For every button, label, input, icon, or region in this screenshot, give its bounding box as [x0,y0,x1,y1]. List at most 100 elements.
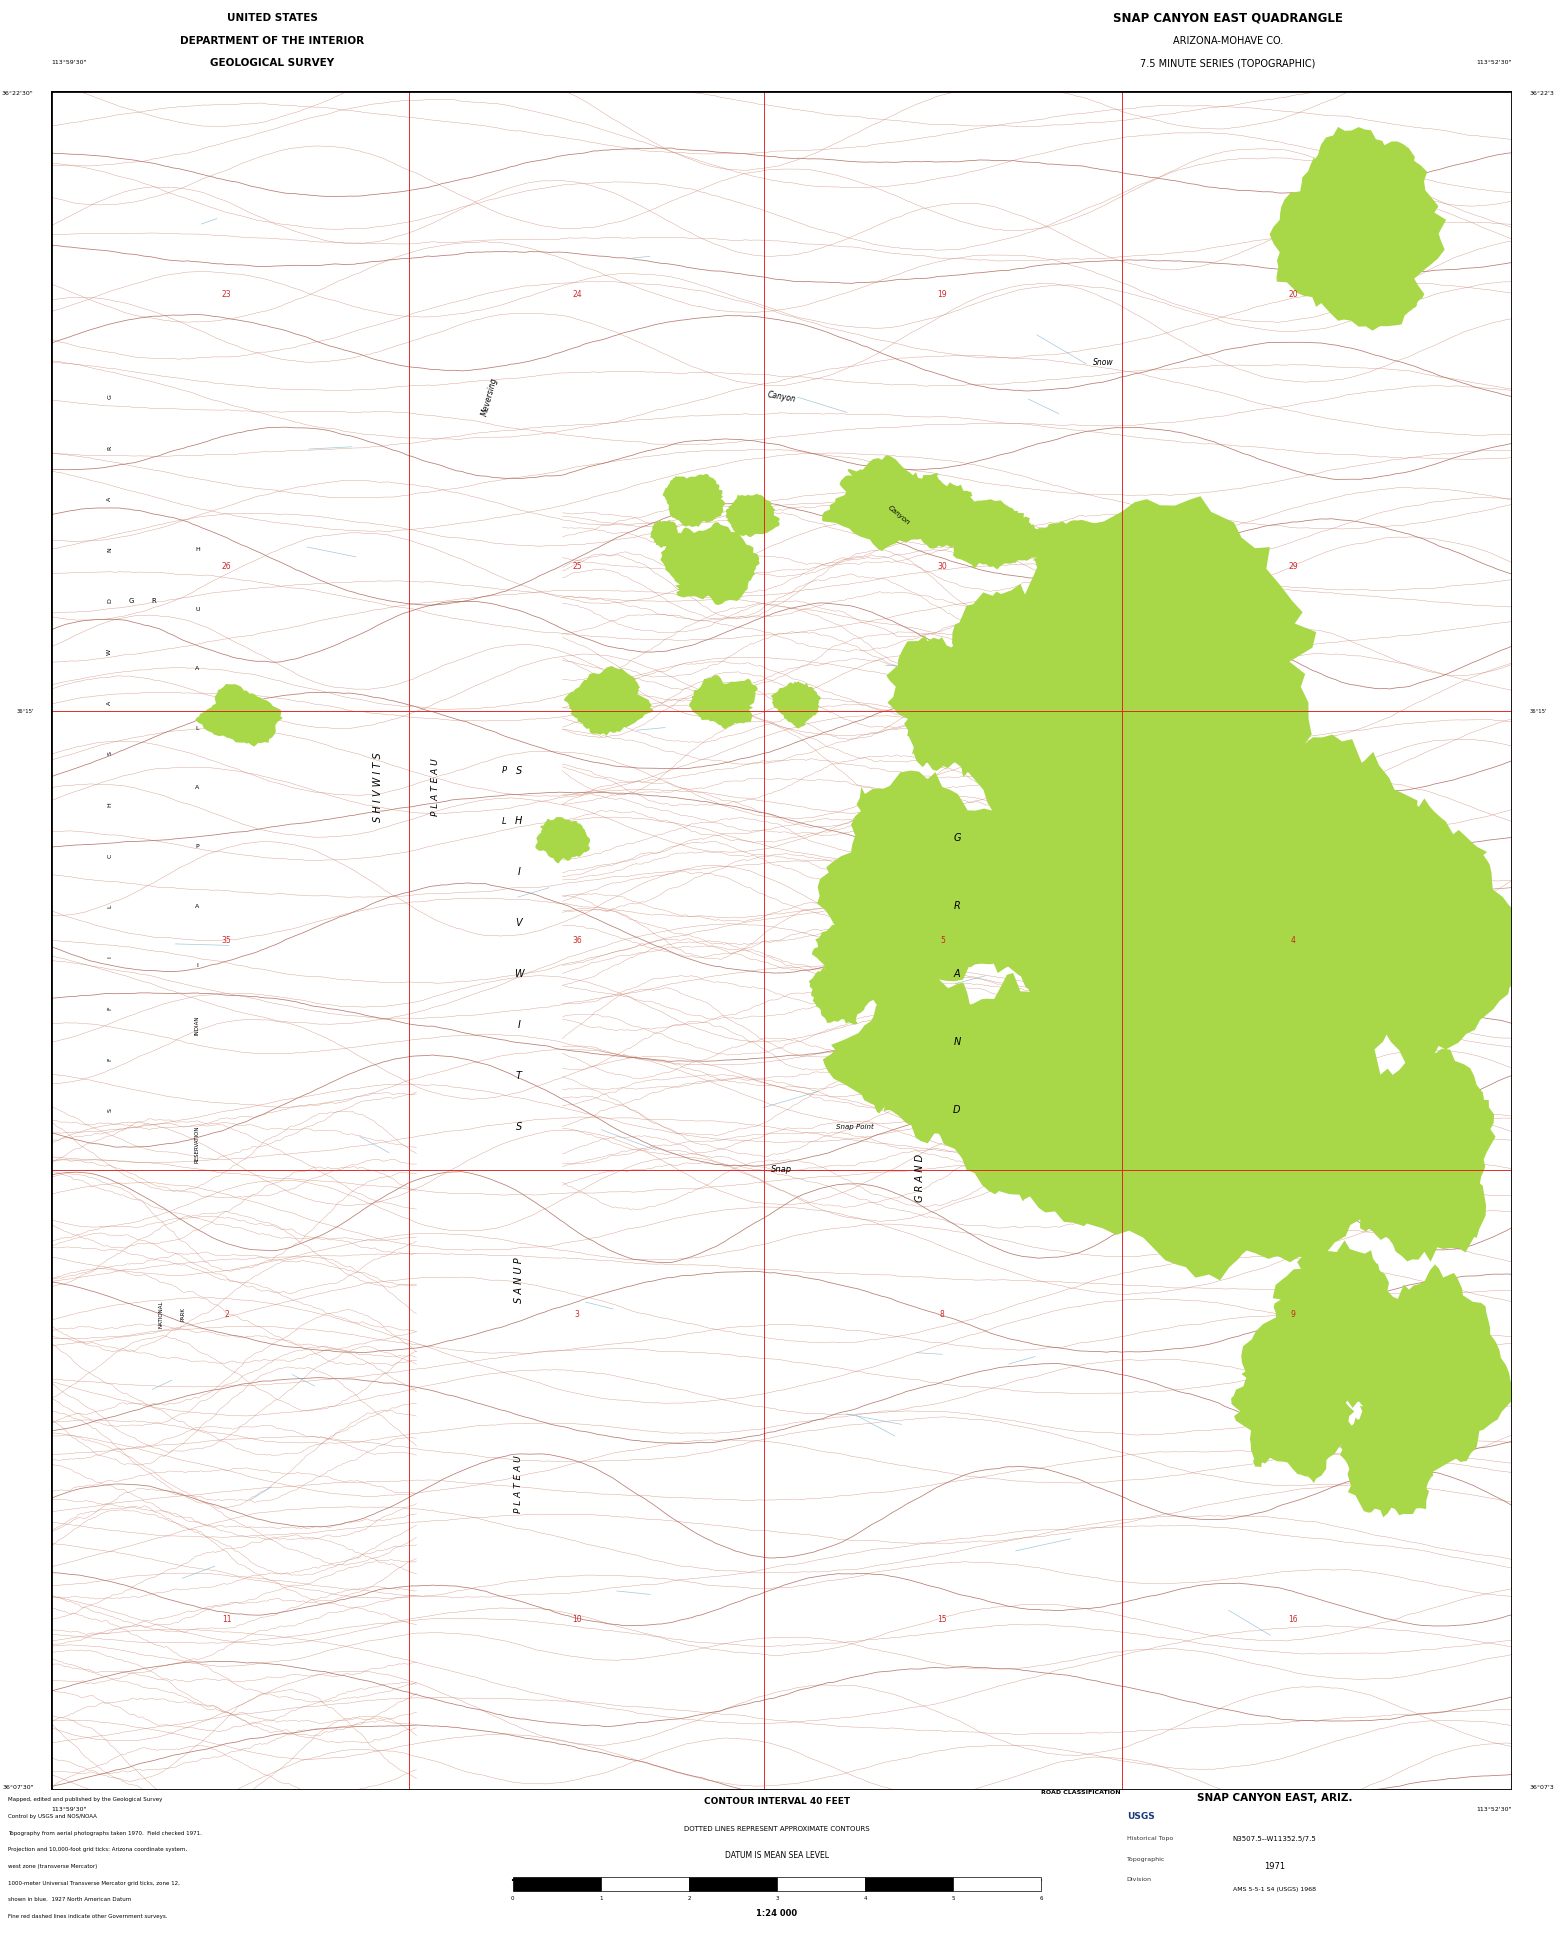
Bar [866,1877,953,1892]
Text: 36°15': 36°15' [1529,708,1548,714]
Text: W: W [107,648,112,654]
Text: west zone (transverse Mercator): west zone (transverse Mercator) [8,1863,96,1869]
Text: 8: 8 [940,1310,945,1318]
Text: 25: 25 [572,563,581,571]
Text: R: R [151,598,155,604]
Polygon shape [943,584,1138,788]
Text: T: T [516,1072,522,1082]
Text: Topography from aerial photographs taken 1970.  Field checked 1971.: Topography from aerial photographs taken… [8,1831,202,1836]
Text: A: A [196,666,199,671]
Text: Projection and 10,000-foot grid ticks: Arizona coordinate system,: Projection and 10,000-foot grid ticks: A… [8,1848,186,1852]
Text: L: L [107,906,112,908]
Text: 1: 1 [600,1896,603,1900]
Polygon shape [660,522,760,606]
Text: 26: 26 [222,563,232,571]
Polygon shape [688,675,758,729]
Bar [688,1877,777,1892]
Text: 36°07'30": 36°07'30" [1529,1784,1554,1790]
Text: RESERVATION: RESERVATION [194,1126,200,1163]
Text: S: S [516,1122,522,1132]
Text: P L A T E A U: P L A T E A U [430,759,440,817]
Polygon shape [726,493,780,538]
Text: 24: 24 [572,290,581,300]
Polygon shape [196,683,283,747]
Polygon shape [987,521,1043,563]
Text: A: A [196,786,199,789]
Polygon shape [1004,817,1226,1035]
Text: C: C [107,853,112,857]
Text: Topographic: Topographic [1127,1858,1166,1861]
Text: S A N U P: S A N U P [514,1258,524,1302]
Text: 5: 5 [940,937,945,944]
Polygon shape [650,521,679,548]
Text: 1000-meter Universal Transverse Mercator grid ticks, zone 12,: 1000-meter Universal Transverse Mercator… [8,1881,180,1885]
Text: 6: 6 [1040,1896,1043,1900]
Polygon shape [808,960,873,1024]
Polygon shape [1284,223,1355,296]
Text: 113°52'30": 113°52'30" [1476,60,1512,66]
Text: 7.5 MINUTE SERIES (TOPOGRAPHIC): 7.5 MINUTE SERIES (TOPOGRAPHIC) [1141,58,1315,68]
Bar [777,1877,866,1892]
Polygon shape [1027,521,1125,577]
Text: Snap: Snap [771,1165,793,1175]
Text: Canyon: Canyon [766,389,797,404]
Text: H: H [514,817,522,826]
Polygon shape [1089,538,1148,579]
Text: 113°59'30": 113°59'30" [51,60,87,66]
Text: 9: 9 [1290,1310,1296,1318]
Text: 20: 20 [1288,290,1298,300]
Text: Mapped, edited and published by the Geological Survey: Mapped, edited and published by the Geol… [8,1798,162,1801]
Text: D: D [953,1105,960,1115]
Text: Fine red dashed lines indicate other Government surveys.: Fine red dashed lines indicate other Gov… [8,1914,168,1920]
Polygon shape [1336,1264,1514,1465]
Text: 29: 29 [1288,563,1298,571]
Polygon shape [931,813,1096,973]
Polygon shape [535,817,591,863]
Text: 36°22'30": 36°22'30" [2,91,34,97]
Polygon shape [954,987,1204,1227]
Text: INDIAN: INDIAN [194,1016,200,1035]
Polygon shape [811,908,931,1014]
Polygon shape [1270,128,1447,331]
Text: S: S [516,766,522,776]
Polygon shape [1189,735,1450,1082]
Text: A: A [954,969,960,979]
Polygon shape [1242,1240,1436,1422]
Text: S H I V W I T S: S H I V W I T S [373,753,382,822]
Text: ROAD CLASSIFICATION: ROAD CLASSIFICATION [1041,1790,1120,1796]
Bar [953,1877,1041,1892]
Polygon shape [1175,1020,1422,1262]
Text: USGS: USGS [1127,1811,1155,1821]
Polygon shape [1335,797,1526,1070]
Polygon shape [898,482,993,550]
Text: 4: 4 [864,1896,867,1900]
Text: I: I [196,964,199,968]
Text: AMS 5-5-1 S4 (USGS) 1968: AMS 5-5-1 S4 (USGS) 1968 [1232,1887,1316,1892]
Text: A: A [196,904,199,909]
Text: 11: 11 [222,1616,232,1625]
Polygon shape [936,499,1037,569]
Text: 36°22'30": 36°22'30" [1529,91,1554,97]
Text: R: R [107,445,112,449]
Text: I: I [517,1020,521,1029]
Text: 4: 4 [1290,937,1296,944]
Text: I: I [517,867,521,877]
Text: 1971: 1971 [1263,1861,1285,1871]
Text: H: H [194,548,200,551]
Text: D: D [107,598,112,604]
Text: DOTTED LINES REPRESENT APPROXIMATE CONTOURS: DOTTED LINES REPRESENT APPROXIMATE CONTO… [684,1827,870,1832]
Text: G: G [107,395,112,399]
Polygon shape [1122,534,1198,592]
Text: V: V [516,919,522,929]
Text: U: U [196,606,199,611]
Polygon shape [1231,1347,1354,1482]
Text: N: N [953,1037,960,1047]
Polygon shape [1341,1049,1495,1262]
Text: 35: 35 [222,937,232,944]
Text: DATUM IS MEAN SEA LEVEL: DATUM IS MEAN SEA LEVEL [726,1850,828,1860]
Polygon shape [822,455,956,551]
Text: G: G [953,834,960,844]
Text: P: P [502,766,507,776]
Text: F: F [107,1058,112,1060]
Bar [513,1877,601,1892]
